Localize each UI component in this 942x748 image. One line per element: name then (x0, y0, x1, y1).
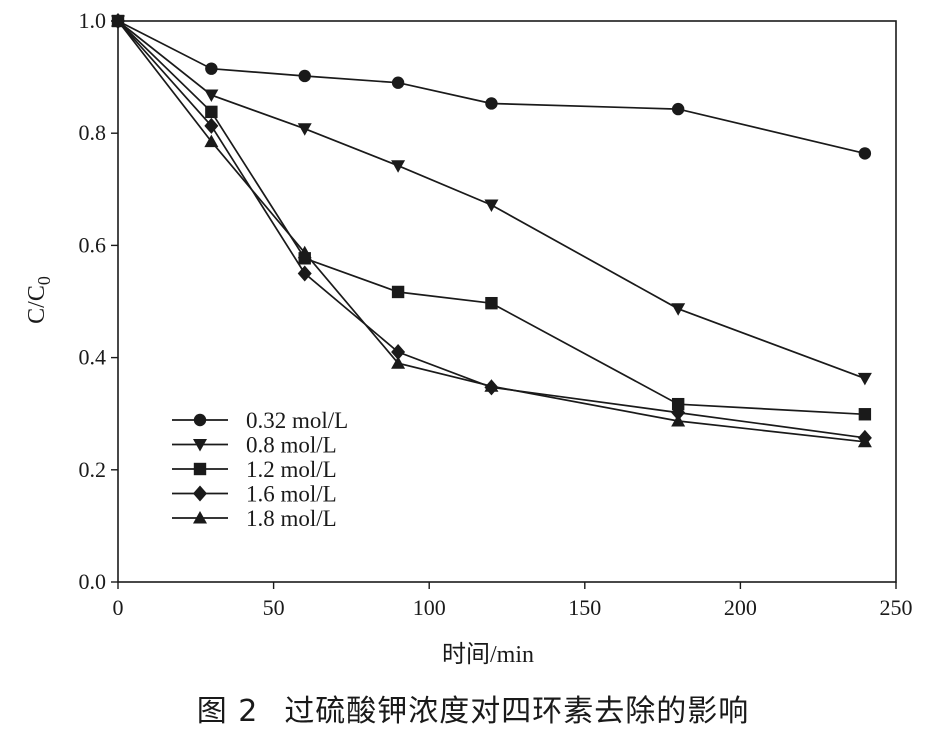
x-tick-label: 0 (113, 595, 124, 620)
data-point (857, 434, 872, 448)
data-point (858, 408, 872, 421)
y-tick-label: 0.2 (79, 457, 107, 482)
legend-item: 0.8 mol/L (172, 433, 337, 458)
data-point (391, 343, 406, 360)
data-point (671, 102, 685, 116)
x-tick-label: 150 (568, 595, 601, 620)
data-point (297, 123, 312, 136)
y-axis-label-subscript: 0 (34, 276, 54, 285)
y-tick-label: 0.6 (79, 232, 107, 257)
data-point (204, 134, 219, 148)
series-group (111, 13, 872, 448)
data-point (485, 97, 498, 110)
data-point (671, 413, 686, 427)
series-triangle-up (111, 14, 872, 448)
legend-label: 1.6 mol/L (246, 482, 337, 507)
figure-number: 图 2 (196, 694, 259, 729)
y-axis-label: C/C0 (24, 276, 54, 324)
legend-marker (193, 462, 207, 476)
data-point (391, 160, 406, 173)
legend-label: 0.8 mol/L (246, 433, 337, 458)
legend-item: 1.8 mol/L (172, 506, 337, 531)
legend-item: 1.2 mol/L (172, 457, 337, 482)
legend-item: 1.6 mol/L (172, 482, 337, 507)
data-point (111, 14, 125, 27)
y-tick-label: 0.0 (79, 569, 107, 594)
data-point (858, 147, 872, 160)
legend-marker (193, 413, 207, 427)
data-point (671, 404, 686, 421)
data-point (297, 245, 312, 259)
data-point (857, 372, 872, 386)
legend-item: 0.32 mol/L (172, 408, 348, 433)
legend-label: 1.8 mol/L (246, 506, 337, 531)
y-axis-label-main: C/C (24, 285, 50, 324)
data-point (671, 397, 685, 411)
legend-marker (193, 485, 207, 502)
data-point (484, 199, 499, 213)
series-line (117, 20, 865, 443)
series-circle (111, 14, 872, 160)
data-point (205, 62, 218, 75)
series-line (117, 20, 866, 155)
legend-marker (193, 439, 207, 452)
plot-frame (117, 20, 897, 583)
series-line (117, 20, 865, 416)
x-tick-label: 200 (724, 595, 757, 620)
legend: 0.32 mol/L0.8 mol/L1.2 mol/L1.6 mol/L1.8… (172, 408, 348, 531)
data-point (391, 285, 405, 299)
series-square (111, 14, 872, 421)
figure-caption: 图 2 过硫酸钾浓度对四环素去除的影响 (0, 686, 942, 730)
figure-title: 过硫酸钾浓度对四环素去除的影响 (284, 694, 750, 729)
y-tick-label: 0.4 (79, 345, 107, 370)
series-triangle-down (111, 15, 872, 386)
series-line (117, 20, 866, 439)
data-point (671, 303, 686, 316)
data-point (204, 89, 219, 103)
legend-label: 0.32 mol/L (246, 408, 348, 433)
data-point (297, 265, 312, 282)
x-tick-label: 100 (413, 595, 446, 620)
y-tick-label: 1.0 (79, 8, 107, 33)
data-point (484, 379, 499, 392)
y-tick-label: 0.8 (79, 120, 107, 145)
legend-label: 1.2 mol/L (246, 457, 337, 482)
x-tick-label: 50 (263, 595, 285, 620)
data-point (391, 76, 405, 89)
x-axis-label: 时间/min (442, 641, 534, 668)
data-point (204, 117, 219, 134)
legend-marker (193, 511, 207, 524)
axis-ticks: 0 50 100 150 200 250 0.0 0.2 0.4 0.6 0.8 1.0 (79, 8, 913, 620)
data-point (391, 356, 406, 369)
x-tick-label: 250 (880, 595, 913, 620)
data-point (205, 105, 218, 119)
data-point (298, 69, 311, 83)
data-point (485, 296, 498, 310)
